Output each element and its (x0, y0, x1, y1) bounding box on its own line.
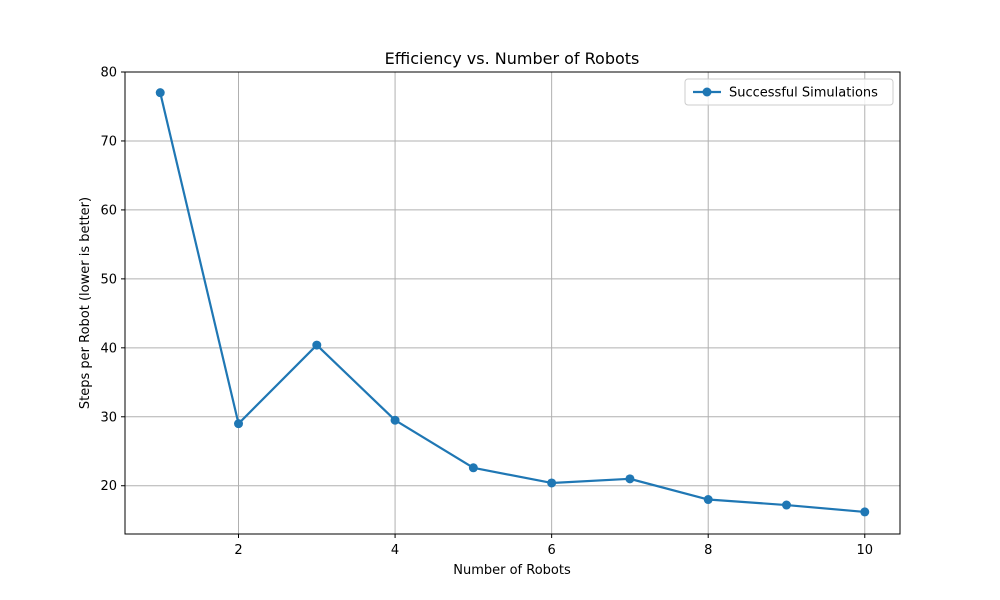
y-tick-label: 30 (100, 410, 117, 425)
data-point (312, 340, 322, 350)
legend-box (684, 78, 894, 106)
y-tick-label: 80 (100, 66, 117, 81)
data-point (860, 507, 870, 517)
data-point (390, 415, 400, 425)
plot-frame (124, 71, 901, 535)
chart-title: Efficiency vs. Number of Robots (385, 49, 640, 68)
data-point (703, 495, 713, 505)
data-point (234, 419, 244, 429)
series-layer (155, 88, 870, 517)
x-tick-label: 6 (548, 543, 556, 558)
legend: Successful Simulations (684, 78, 894, 106)
legend-marker (702, 87, 712, 97)
data-point (468, 463, 478, 473)
x-axis-label: Number of Robots (453, 563, 571, 578)
y-tick-label: 20 (100, 479, 117, 494)
grid (125, 71, 900, 534)
x-tick-label: 10 (856, 543, 873, 558)
y-tick-label: 70 (100, 134, 117, 149)
y-tick-label: 40 (100, 341, 117, 356)
axis-ticks: 2 4 6 8 10 20 30 40 50 60 70 80 (100, 66, 873, 559)
data-point (547, 478, 557, 488)
x-tick-label: 8 (704, 543, 712, 558)
x-tick-label: 4 (391, 543, 399, 558)
series-line (159, 92, 865, 514)
y-tick-label: 60 (100, 203, 117, 218)
y-axis-label: Steps per Robot (lower is better) (78, 197, 93, 409)
data-point (155, 88, 165, 98)
x-tick-label: 2 (234, 543, 242, 558)
legend-label: Successful Simulations (729, 86, 878, 101)
data-point (781, 500, 791, 510)
y-tick-label: 50 (100, 272, 117, 287)
data-point (625, 474, 635, 484)
